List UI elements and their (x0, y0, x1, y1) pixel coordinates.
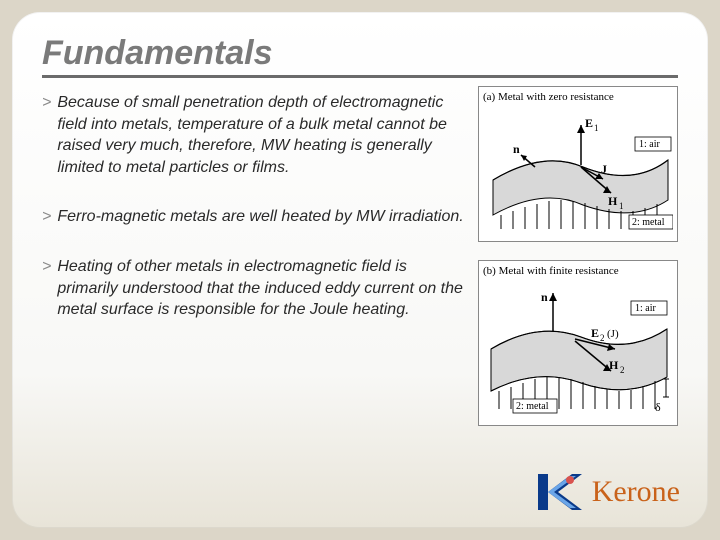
figure-b: (b) Metal with finite resistance (478, 260, 678, 426)
figure-b-diagram: n E 2 (J) H 2 δ (483, 279, 673, 419)
figure-a: (a) Metal with zero resistance (478, 86, 678, 242)
bullet-item: > Heating of other metals in electromagn… (42, 256, 466, 321)
bullet-text: Because of small penetration depth of el… (57, 92, 466, 178)
svg-text:n: n (513, 142, 520, 156)
svg-text:2: 2 (620, 365, 625, 375)
figure-a-caption: (a) Metal with zero resistance (483, 91, 673, 103)
svg-text:H: H (608, 194, 618, 208)
bullet-marker: > (42, 92, 51, 178)
svg-text:1: 1 (619, 201, 624, 211)
svg-text:2: 2 (600, 333, 605, 343)
svg-text:1: 1 (594, 123, 599, 133)
svg-text:E: E (585, 116, 593, 130)
fig-b-region1: 1: air (635, 303, 656, 314)
svg-text:δ: δ (655, 400, 661, 414)
figure-column: (a) Metal with zero resistance (478, 86, 678, 426)
bullet-marker: > (42, 256, 51, 321)
brand-logo: Kerone (532, 470, 680, 514)
fig-b-region2: 2: metal (516, 401, 549, 412)
svg-text:J: J (601, 162, 607, 176)
svg-text:n: n (541, 290, 548, 304)
figure-b-caption: (b) Metal with finite resistance (483, 265, 673, 277)
content-row: > Because of small penetration depth of … (42, 92, 678, 426)
logo-text: Kerone (592, 475, 680, 509)
logo-k-icon (532, 470, 586, 514)
fig-a-region1: 1: air (639, 139, 660, 150)
bullet-text: Heating of other metals in electromagnet… (57, 256, 466, 321)
slide-title: Fundamentals (42, 34, 678, 78)
svg-text:H: H (609, 358, 619, 372)
bullet-list: > Because of small penetration depth of … (42, 92, 470, 426)
svg-text:E: E (591, 326, 599, 340)
svg-text:(J): (J) (607, 328, 619, 340)
bullet-item: > Ferro-magnetic metals are well heated … (42, 206, 466, 228)
figure-a-diagram: n E 1 J H 1 1: air (483, 105, 673, 235)
bullet-text: Ferro-magnetic metals are well heated by… (57, 206, 463, 228)
bullet-item: > Because of small penetration depth of … (42, 92, 466, 178)
bullet-marker: > (42, 206, 51, 228)
fig-a-region2: 2: metal (632, 217, 665, 228)
slide-card: Fundamentals > Because of small penetrat… (12, 12, 708, 528)
